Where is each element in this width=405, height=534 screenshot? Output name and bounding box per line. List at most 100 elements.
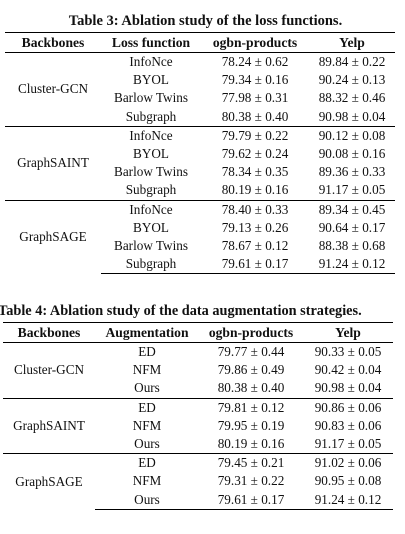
table-4-body: Cluster-GCN ED 79.77 ± 0.44 90.33 ± 0.05 NFM…	[3, 342, 393, 510]
table-row: NFM 79.86 ± 0.49 90.42 ± 0.04	[3, 361, 393, 379]
column-header-augmentation: Augmentation	[95, 322, 199, 343]
yelp-cell: 89.36 ± 0.33	[318, 164, 386, 180]
method-cell: ED	[95, 453, 199, 473]
backbone-cell: GraphSAINT	[3, 397, 95, 454]
table-4-header-row: Backbones Augmentation ogbn-products Yel…	[3, 322, 393, 343]
ogbn-products-cell: 79.79 ± 0.22	[201, 125, 309, 145]
method-cell: NFM	[132, 473, 162, 489]
yelp-cell: 89.34 ± 0.45	[309, 199, 395, 219]
table-3-caption: Table 3: Ablation study of the loss func…	[68, 13, 343, 29]
table-row: Cluster-GCN InfoNce 78.24 ± 0.62 89.84 ± 0.…	[5, 52, 395, 127]
table-4: Backbones Augmentation ogbn-products Yel…	[3, 322, 393, 510]
method-cell: Barlow Twins	[114, 164, 188, 180]
ogbn-products-cell: 79.45 ± 0.21	[199, 453, 303, 473]
yelp-cell: 89.84 ± 0.22	[309, 52, 395, 72]
method-cell: BYOL	[133, 219, 169, 235]
yelp-cell: 90.86 ± 0.06	[303, 397, 393, 417]
ogbn-products-cell: 79.61 ± 0.17	[199, 490, 303, 510]
column-header-ogbn-products: ogbn-products	[199, 322, 303, 343]
table-4-caption: Table 4: Ablation study of the data augm…	[0, 303, 362, 319]
yelp-cell: 91.24 ± 0.12	[309, 255, 395, 275]
table-3-body: Cluster-GCN InfoNce 78.24 ± 0.62 89.84 ± 0.…	[5, 52, 395, 275]
ogbn-products-cell: 80.19 ± 0.16	[221, 182, 289, 198]
table-row: Ours 80.19 ± 0.16 91.17 ± 0.05	[3, 435, 393, 454]
table-row: Barlow Twins 78.34 ± 0.35 89.36 ± 0.33	[5, 163, 395, 181]
table-3: Backbones Loss function ogbn-products Ye…	[5, 32, 395, 275]
yelp-cell: 90.64 ± 0.17	[318, 219, 386, 235]
yelp-cell: 91.02 ± 0.06	[303, 453, 393, 473]
method-cell: InfoNce	[101, 199, 201, 219]
ogbn-products-cell: 79.61 ± 0.17	[201, 255, 309, 275]
table-row: GraphSAINT ED 79.81 ± 0.12 90.86 ± 0.06	[3, 397, 393, 454]
method-cell: Subgraph	[125, 182, 177, 198]
table-row: GraphSAGE InfoNce 78.40 ± 0.33 89.34 ± 0.45	[5, 199, 395, 274]
table-3-block: Table 3: Ablation study of the loss func…	[0, 12, 405, 275]
table-row: NFM 79.95 ± 0.19 90.83 ± 0.06	[3, 417, 393, 435]
table-row: Subgraph 80.19 ± 0.16 91.17 ± 0.05	[5, 181, 395, 200]
backbone-cell: Cluster-GCN	[3, 342, 95, 399]
column-header-yelp: Yelp	[309, 32, 395, 53]
ogbn-products-cell: 80.38 ± 0.40	[217, 380, 285, 396]
table-row: BYOL 79.34 ± 0.16 90.24 ± 0.13	[5, 71, 395, 89]
method-cell: Barlow Twins	[114, 237, 188, 253]
method-cell: Ours	[95, 490, 199, 510]
column-header-backbones: Backbones	[5, 32, 101, 53]
yelp-cell: 90.12 ± 0.08	[309, 125, 395, 145]
ogbn-products-cell: 79.31 ± 0.22	[217, 473, 285, 489]
table-row: Ours 80.38 ± 0.40 90.98 ± 0.04	[3, 379, 393, 398]
backbone-cell: Cluster-GCN	[5, 52, 101, 127]
yelp-cell: 91.17 ± 0.05	[314, 436, 382, 452]
method-cell: Subgraph	[125, 108, 177, 124]
yelp-cell: 91.17 ± 0.05	[318, 182, 386, 198]
ogbn-products-cell: 79.81 ± 0.12	[199, 397, 303, 417]
ogbn-products-cell: 80.19 ± 0.16	[217, 436, 285, 452]
method-cell: Barlow Twins	[114, 90, 188, 106]
method-cell: InfoNce	[101, 52, 201, 72]
yelp-cell: 91.24 ± 0.12	[303, 490, 393, 510]
ogbn-products-cell: 79.86 ± 0.49	[217, 362, 285, 378]
yelp-cell: 90.98 ± 0.04	[318, 108, 386, 124]
yelp-cell: 88.32 ± 0.46	[318, 90, 386, 106]
method-cell: InfoNce	[101, 125, 201, 145]
ogbn-products-cell: 78.24 ± 0.62	[201, 52, 309, 72]
yelp-cell: 88.38 ± 0.68	[318, 237, 386, 253]
ogbn-products-cell: 78.67 ± 0.12	[221, 237, 289, 253]
ogbn-products-cell: 79.34 ± 0.16	[221, 72, 289, 88]
method-cell: NFM	[132, 362, 162, 378]
ogbn-products-cell: 79.62 ± 0.24	[221, 146, 289, 162]
method-cell: NFM	[132, 417, 162, 433]
table-row: NFM 79.31 ± 0.22 90.95 ± 0.08	[3, 472, 393, 490]
method-cell: Subgraph	[101, 255, 201, 275]
column-header-ogbn-products: ogbn-products	[201, 32, 309, 53]
column-header-backbones: Backbones	[3, 322, 95, 343]
column-header-yelp: Yelp	[303, 322, 393, 343]
yelp-cell: 90.95 ± 0.08	[314, 473, 382, 489]
yelp-cell: 90.98 ± 0.04	[314, 380, 382, 396]
method-cell: Ours	[134, 380, 160, 396]
method-cell: Ours	[134, 436, 160, 452]
table-4-block: Table 4: Ablation study of the data augm…	[0, 302, 405, 510]
table-row: GraphSAGE ED 79.45 ± 0.21 91.02 ± 0.06	[3, 453, 393, 510]
ogbn-products-cell: 79.13 ± 0.26	[221, 219, 289, 235]
table-row: Cluster-GCN ED 79.77 ± 0.44 90.33 ± 0.05	[3, 342, 393, 399]
table-row: BYOL 79.13 ± 0.26 90.64 ± 0.17	[5, 219, 395, 237]
table-3-header-row: Backbones Loss function ogbn-products Ye…	[5, 32, 395, 53]
ogbn-products-cell: 77.98 ± 0.31	[221, 90, 289, 106]
backbone-cell: GraphSAINT	[5, 125, 101, 200]
yelp-cell: 90.83 ± 0.06	[314, 417, 382, 433]
ogbn-products-cell: 79.77 ± 0.44	[199, 342, 303, 362]
backbone-cell: GraphSAGE	[3, 453, 95, 510]
method-cell: ED	[95, 397, 199, 417]
yelp-cell: 90.33 ± 0.05	[303, 342, 393, 362]
method-cell: BYOL	[133, 146, 169, 162]
yelp-cell: 90.24 ± 0.13	[318, 72, 386, 88]
yelp-cell: 90.08 ± 0.16	[318, 146, 386, 162]
method-cell: BYOL	[133, 72, 169, 88]
column-header-loss-function: Loss function	[101, 32, 201, 53]
table-row: Barlow Twins 78.67 ± 0.12 88.38 ± 0.68	[5, 237, 395, 255]
table-row: GraphSAINT InfoNce 79.79 ± 0.22 90.12 ± 0.0…	[5, 125, 395, 200]
table-row: Subgraph 80.38 ± 0.40 90.98 ± 0.04	[5, 108, 395, 127]
yelp-cell: 90.42 ± 0.04	[314, 362, 382, 378]
table-row: Ours 79.61 ± 0.17 91.24 ± 0.12	[3, 490, 393, 510]
backbone-cell: GraphSAGE	[5, 199, 101, 274]
